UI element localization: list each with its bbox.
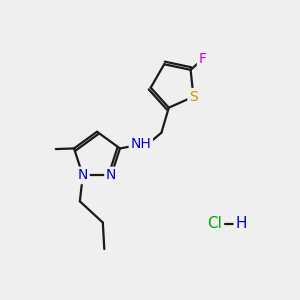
Text: F: F [199,52,207,66]
Text: S: S [189,90,198,104]
Text: N: N [78,168,88,182]
Text: N: N [106,168,116,182]
Text: Cl: Cl [207,216,222,231]
Text: H: H [236,216,247,231]
Text: NH: NH [130,137,151,152]
